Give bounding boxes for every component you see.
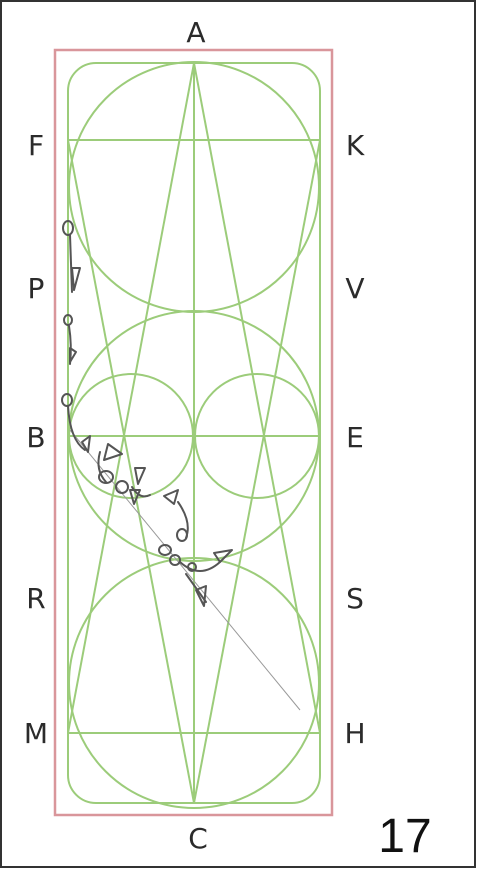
trail-line [67, 405, 86, 451]
trail-line [131, 486, 151, 498]
loop-figure [169, 554, 181, 566]
arena-border [53, 48, 334, 817]
marker-b: B [26, 421, 45, 454]
arrowhead-icon [213, 549, 233, 563]
loop-figure [176, 528, 188, 542]
loop-figure [115, 480, 129, 494]
marker-f: F [28, 129, 44, 162]
circle-left-small [68, 373, 194, 499]
arrowhead-icon [163, 489, 179, 505]
trail-line [185, 573, 207, 603]
trail-line [69, 234, 73, 293]
loop-figure [158, 544, 172, 556]
diagonal-f-c [67, 139, 195, 804]
arrowhead-icon [81, 435, 91, 453]
arrowhead-icon [103, 443, 123, 461]
marker-v: V [345, 272, 364, 305]
arrowhead-icon [129, 489, 141, 505]
marker-r: R [26, 582, 45, 615]
trail-line [97, 451, 107, 483]
arrowhead-icon [195, 585, 207, 607]
circle-right-small [194, 373, 320, 499]
arrowhead-icon [71, 267, 81, 291]
loop-figure [187, 562, 197, 572]
marker-m: M [24, 717, 48, 750]
diagonal-k-c [193, 139, 321, 804]
loop-figure [98, 470, 114, 484]
marker-h: H [344, 717, 365, 750]
marker-c: C [188, 822, 208, 855]
movement-figures [61, 220, 233, 607]
arrowhead-icon [69, 347, 77, 363]
marker-k: K [346, 129, 365, 162]
marker-a: A [186, 16, 205, 49]
loop-figure [62, 220, 74, 236]
marker-p: P [28, 272, 45, 305]
diagonal-m-a [67, 62, 195, 734]
arena-figures [67, 61, 321, 809]
circle-bottom [68, 557, 320, 809]
diagonal-h-a [193, 62, 321, 734]
arrowhead-icon [134, 467, 146, 485]
page-number: 17 [378, 810, 431, 863]
marker-s: S [346, 582, 364, 615]
trail-line [179, 561, 221, 572]
loop-figure [63, 314, 73, 326]
diagonal-path-line [69, 429, 301, 711]
marker-e: E [346, 421, 364, 454]
